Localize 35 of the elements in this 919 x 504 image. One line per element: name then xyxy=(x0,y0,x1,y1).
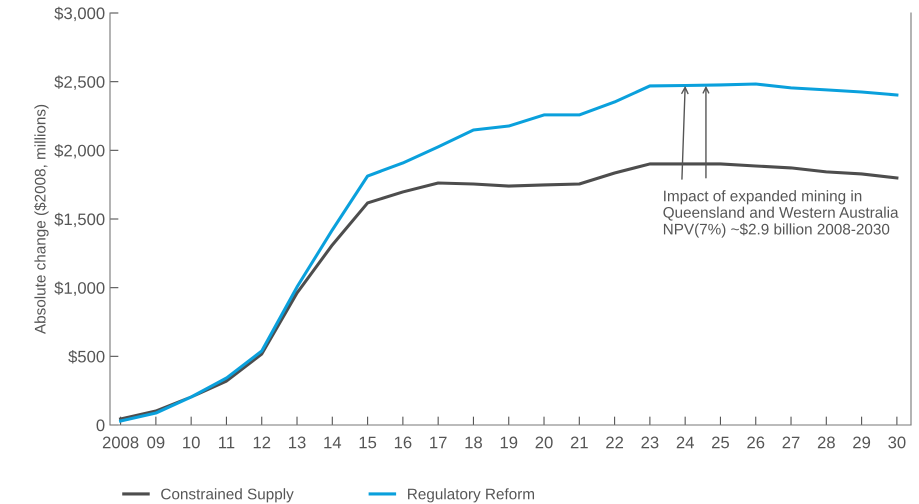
x-tick-label: 16 xyxy=(394,436,412,448)
y-tick-label: $500 xyxy=(68,350,104,364)
x-tick-label: 22 xyxy=(606,436,624,448)
x-tick-label: 15 xyxy=(360,436,376,448)
x-tick-label: 23 xyxy=(641,436,658,448)
y-tick-label: $1,000 xyxy=(54,281,104,296)
x-tick-label: 12 xyxy=(254,436,270,448)
x-tick-label: 29 xyxy=(853,436,870,448)
legend-label: Regulatory Reform xyxy=(408,488,534,502)
y-axis-title: Absolute change ($2008, millions) xyxy=(34,104,49,334)
x-tick-label: 24 xyxy=(676,436,694,448)
x-tick-label: 27 xyxy=(782,436,800,448)
y-tick-label: 0 xyxy=(96,419,104,432)
legend-label: Constrained Supply xyxy=(161,488,294,502)
y-tick-label: $1,500 xyxy=(54,212,104,228)
x-tick-label: 25 xyxy=(712,436,730,448)
x-tick-label: 09 xyxy=(147,436,164,448)
x-tick-label: 18 xyxy=(465,436,482,448)
x-tick-label: 30 xyxy=(888,436,906,448)
x-tick-label: 26 xyxy=(747,436,764,448)
y-tick-label: $2,000 xyxy=(54,144,104,159)
x-tick-label: 17 xyxy=(430,436,447,448)
x-tick-label: 21 xyxy=(570,436,588,448)
line-series xyxy=(119,82,898,423)
x-tick-label: 20 xyxy=(536,436,553,448)
annotation: Impact of expanded mining in Queensland and Western Australia NPV(7%) ~$2.9 billion 2008-2030 xyxy=(663,190,899,238)
x-tick-label: 11 xyxy=(219,436,234,448)
x-tick-label: 2008 xyxy=(102,436,138,448)
x-tick-label: 13 xyxy=(289,436,306,448)
x-tick-label: 14 xyxy=(324,436,342,448)
y-tick-label: $3,000 xyxy=(54,6,104,22)
x-tick-label: 28 xyxy=(818,436,835,448)
x-tick-label: 10 xyxy=(183,436,200,448)
x-tick-label: 19 xyxy=(500,436,518,448)
y-tick-label: $2,500 xyxy=(54,75,104,90)
